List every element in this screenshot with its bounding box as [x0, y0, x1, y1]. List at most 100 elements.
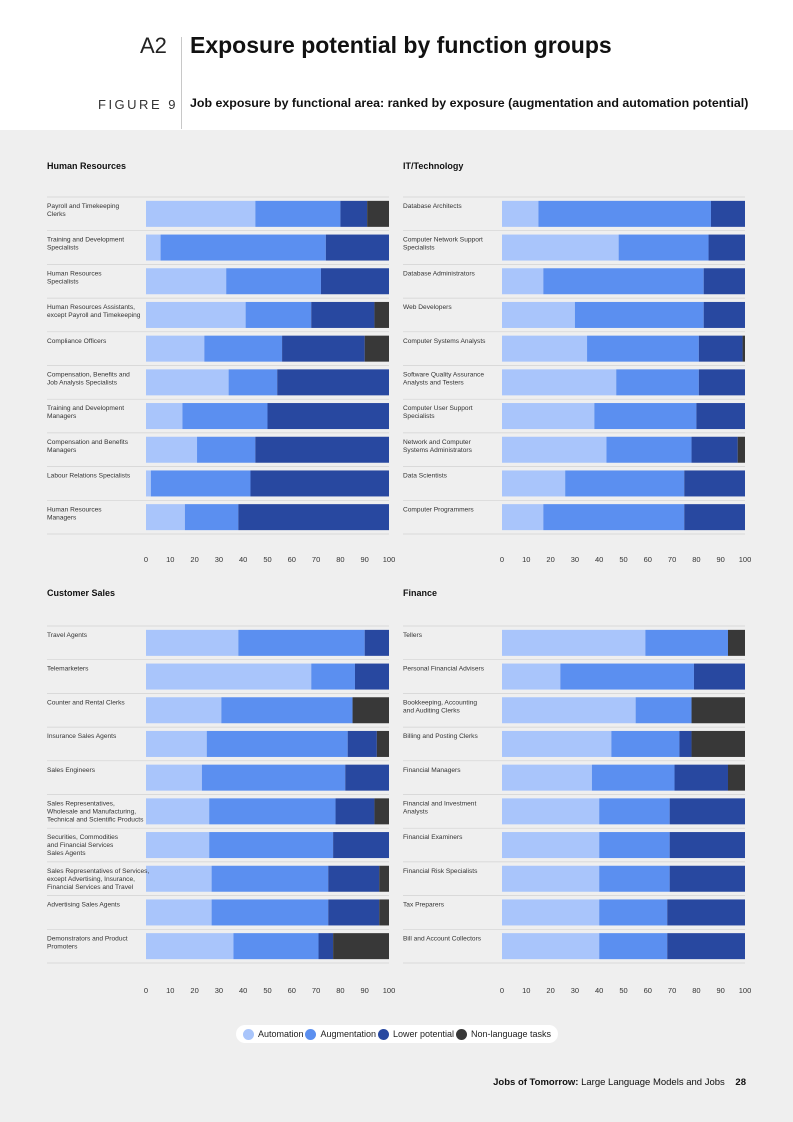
category-label: Sales Representatives of Services, except… — [47, 868, 149, 891]
category-label-line: Counter and Rental Clerks — [47, 699, 125, 706]
x-tick-label: 100 — [739, 986, 752, 995]
category-label-line: Promoters — [47, 943, 78, 950]
x-tick-label: 20 — [190, 986, 198, 995]
bar-segment — [502, 832, 600, 859]
category-label-line: Billing and Posting Clerks — [403, 733, 478, 740]
category-label: Bill and Account Collectors — [403, 935, 482, 942]
category-label: Personal Financial Advisers — [403, 666, 485, 673]
bar-segment — [226, 268, 321, 295]
category-label-line: Managers — [47, 447, 77, 454]
category-label-line: Technical and Scientific Products — [47, 817, 144, 824]
bar-segment — [347, 730, 377, 757]
legend-item: Automation — [242, 1028, 304, 1040]
category-label-line: Payroll and Timekeeping — [47, 203, 120, 210]
x-tick-label: 30 — [215, 555, 223, 564]
category-label-line: Computer Network Support — [403, 237, 483, 244]
legend-swatch — [455, 1028, 467, 1040]
bar-segment — [698, 369, 745, 396]
bar-segment — [599, 798, 670, 825]
legend-label: Augmentation — [320, 1029, 376, 1039]
bar-segment — [376, 730, 389, 757]
x-tick-label: 70 — [668, 986, 676, 995]
x-tick-label: 50 — [619, 986, 627, 995]
bar-segment — [221, 697, 353, 724]
x-tick-label: 60 — [644, 986, 652, 995]
category-label-line: Analysts and Testers — [403, 380, 464, 387]
legend-item: Lower potential — [377, 1028, 454, 1040]
category-label-line: Database Administrators — [403, 270, 476, 277]
category-label-line: Financial Services and Travel — [47, 884, 134, 891]
category-label-line: Compensation and Benefits — [47, 439, 129, 446]
legend-label: Automation — [257, 1029, 304, 1039]
category-label-line: Financial and Investment — [403, 801, 476, 808]
bar-segment — [565, 470, 685, 497]
category-label-line: Computer User Support — [403, 405, 473, 412]
bar-segment — [667, 933, 745, 960]
bar-segment — [502, 933, 600, 960]
bar-segment — [502, 335, 588, 362]
category-label-line: Financial Managers — [403, 767, 461, 774]
bar-segment — [502, 200, 539, 227]
x-tick-label: 90 — [361, 555, 369, 564]
x-tick-label: 100 — [383, 986, 396, 995]
section-title: Exposure potential by function groups — [190, 32, 612, 58]
legend-swatch — [242, 1028, 254, 1040]
figure-label: FIGURE 9 — [98, 97, 178, 112]
x-tick-label: 30 — [571, 555, 579, 564]
bar-segment — [328, 899, 380, 926]
bar-segment — [204, 335, 283, 362]
bar-segment — [543, 504, 685, 531]
bar-segment — [703, 301, 745, 328]
category-label: Financial Examiners — [403, 834, 463, 841]
chart-group: IT/Technology Database Architects Computer… — [403, 161, 751, 564]
bar-segment — [146, 335, 205, 362]
bar-segment — [737, 436, 745, 463]
category-label-line: Analysts — [403, 809, 429, 816]
x-tick-label: 50 — [263, 986, 271, 995]
category-label-line: Specialists — [403, 413, 435, 420]
category-label-line: Wholesale and Manufacturing, — [47, 809, 136, 816]
page-header: A2 Exposure potential by function groups… — [0, 0, 793, 130]
bar-segment — [691, 436, 738, 463]
bar-segment — [379, 865, 389, 892]
x-tick-label: 100 — [383, 555, 396, 564]
bar-segment — [502, 470, 566, 497]
x-tick-label: 80 — [336, 555, 344, 564]
legend-label: Non-language tasks — [470, 1029, 552, 1039]
category-label-line: Tax Preparers — [403, 902, 445, 909]
chart-group: Human Resources Payroll and Timekeeping Cl… — [47, 161, 395, 564]
bar-segment — [587, 335, 699, 362]
category-label-line: Travel Agents — [47, 632, 88, 639]
bar-segment — [691, 730, 745, 757]
bar-segment — [502, 234, 619, 261]
bar-segment — [146, 899, 212, 926]
chart-title: Customer Sales — [47, 588, 115, 598]
category-label-line: Training and Development — [47, 237, 124, 244]
category-label-line: Clerks — [47, 211, 66, 218]
bar-segment — [146, 865, 212, 892]
section-code: A2 — [140, 33, 167, 58]
category-label-line: Job Analysis Specialists — [47, 380, 118, 387]
bar-segment — [320, 268, 389, 295]
header-divider — [181, 37, 182, 129]
bar-segment — [698, 335, 743, 362]
bar-segment — [502, 629, 646, 656]
category-label-line: except Advertising, Insurance, — [47, 876, 135, 883]
x-tick-label: 80 — [692, 555, 700, 564]
category-label-line: Compliance Officers — [47, 338, 107, 345]
bar-segment — [146, 663, 312, 690]
category-label: Training and Development Specialists — [47, 237, 124, 252]
bar-segment — [611, 730, 680, 757]
bar-segment — [502, 764, 592, 791]
x-tick-label: 100 — [739, 555, 752, 564]
x-tick-label: 10 — [522, 986, 530, 995]
bar-segment — [560, 663, 694, 690]
bar-segment — [311, 301, 375, 328]
bar-segment — [502, 436, 607, 463]
bar-segment — [345, 764, 389, 791]
bar-segment — [635, 697, 692, 724]
chart-group: Customer Sales Travel Agents Telemarketers… — [47, 588, 395, 995]
category-label-line: and Auditing Clerks — [403, 707, 461, 714]
x-tick-label: 0 — [500, 555, 504, 564]
report-title: Jobs of Tomorrow: — [493, 1077, 579, 1088]
